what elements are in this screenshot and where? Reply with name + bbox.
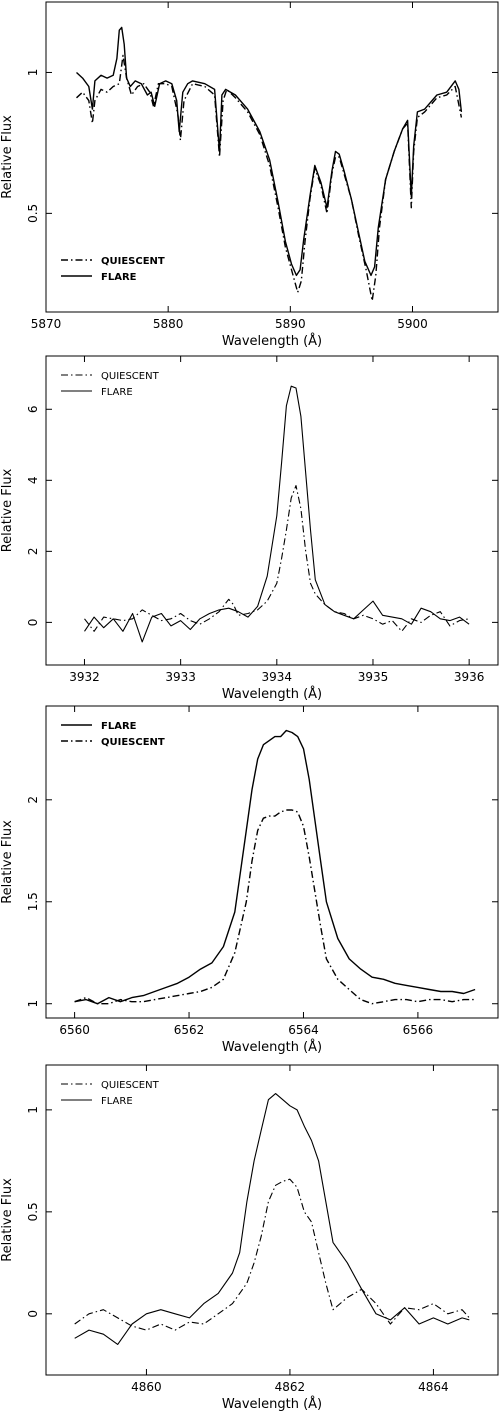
series-line-flare <box>74 729 476 1005</box>
plot-frame <box>45 355 499 666</box>
plot-frame <box>45 705 499 1019</box>
x-axis-label: Wavelength (Å) <box>222 1396 322 1412</box>
chart-panel-3: 6560 6562 6564 6566 1 1.5 2 Wavelength (Å) Relat… <box>0 705 499 1055</box>
x-tick-label: 4860 <box>131 1380 162 1394</box>
x-tick-label: 5880 <box>153 317 184 331</box>
series-line-flare <box>74 1093 470 1345</box>
x-tick-label: 3935 <box>358 670 389 684</box>
x-tick-label: 5890 <box>275 317 306 331</box>
x-tick-label: 4862 <box>275 1380 306 1394</box>
series-line-flare <box>76 26 463 277</box>
y-axis-label: Relative Flux <box>0 820 15 904</box>
series-line-quiescent <box>74 809 476 1005</box>
legend-label: FLARE <box>101 272 137 283</box>
legend-label: QUIESCENT <box>101 1080 160 1091</box>
legend-label: QUIESCENT <box>101 256 165 267</box>
chart-panel-1: 5870 5880 5890 5900 0.5 1 Wavelength (Å) Relati… <box>0 1 499 349</box>
legend-label: QUIESCENT <box>101 371 160 382</box>
series-line-flare <box>84 385 470 643</box>
y-axis-label: Relative Flux <box>0 468 15 552</box>
y-tick-label: 1 <box>26 1000 40 1008</box>
x-tick-label: 3934 <box>262 670 293 684</box>
x-axis-label: Wavelength (Å) <box>222 686 322 702</box>
x-tick-label: 6562 <box>174 1023 205 1037</box>
x-tick-label: 3933 <box>165 670 196 684</box>
y-tick-label: 2 <box>26 548 40 556</box>
x-tick-label: 4864 <box>418 1380 449 1394</box>
x-tick-label: 6564 <box>288 1023 319 1037</box>
y-tick-label: 0 <box>26 1310 40 1318</box>
legend-label: FLARE <box>101 1096 133 1107</box>
legend-label: QUIESCENT <box>101 737 165 748</box>
plot-frame <box>45 1064 499 1376</box>
x-tick-label: 5870 <box>31 317 62 331</box>
y-tick-label: 0.5 <box>26 1202 40 1221</box>
y-tick-label: 1.5 <box>26 892 40 911</box>
y-tick-label: 6 <box>26 405 40 413</box>
legend-label: FLARE <box>101 387 133 398</box>
x-axis-label: Wavelength (Å) <box>222 1039 322 1055</box>
x-tick-label: 6566 <box>403 1023 434 1037</box>
chart-panel-2: 3932 3933 3934 3935 3936 0 2 4 6 Wavelength (Å) Re… <box>0 355 499 702</box>
y-axis-label: Relative Flux <box>0 115 15 199</box>
legend-label: FLARE <box>101 721 137 732</box>
x-tick-label: 5900 <box>397 317 428 331</box>
y-tick-label: 0.5 <box>26 204 40 223</box>
series-line-quiescent <box>84 485 470 632</box>
y-tick-label: 1 <box>26 69 40 77</box>
y-tick-label: 2 <box>26 796 40 804</box>
x-axis-label: Wavelength (Å) <box>222 333 322 349</box>
y-tick-label: 4 <box>26 476 40 484</box>
x-tick-label: 3936 <box>454 670 485 684</box>
plot-frame <box>45 1 499 313</box>
y-axis-label: Relative Flux <box>0 1178 15 1262</box>
series-line-quiescent <box>74 1178 470 1331</box>
chart-panel-4: 4860 4862 4864 0 0.5 1 Wavelength (Å) Relative … <box>0 1064 499 1412</box>
x-tick-label: 6560 <box>59 1023 90 1037</box>
x-tick-label: 3932 <box>69 670 100 684</box>
y-tick-label: 0 <box>26 619 40 627</box>
y-tick-label: 1 <box>26 1106 40 1114</box>
